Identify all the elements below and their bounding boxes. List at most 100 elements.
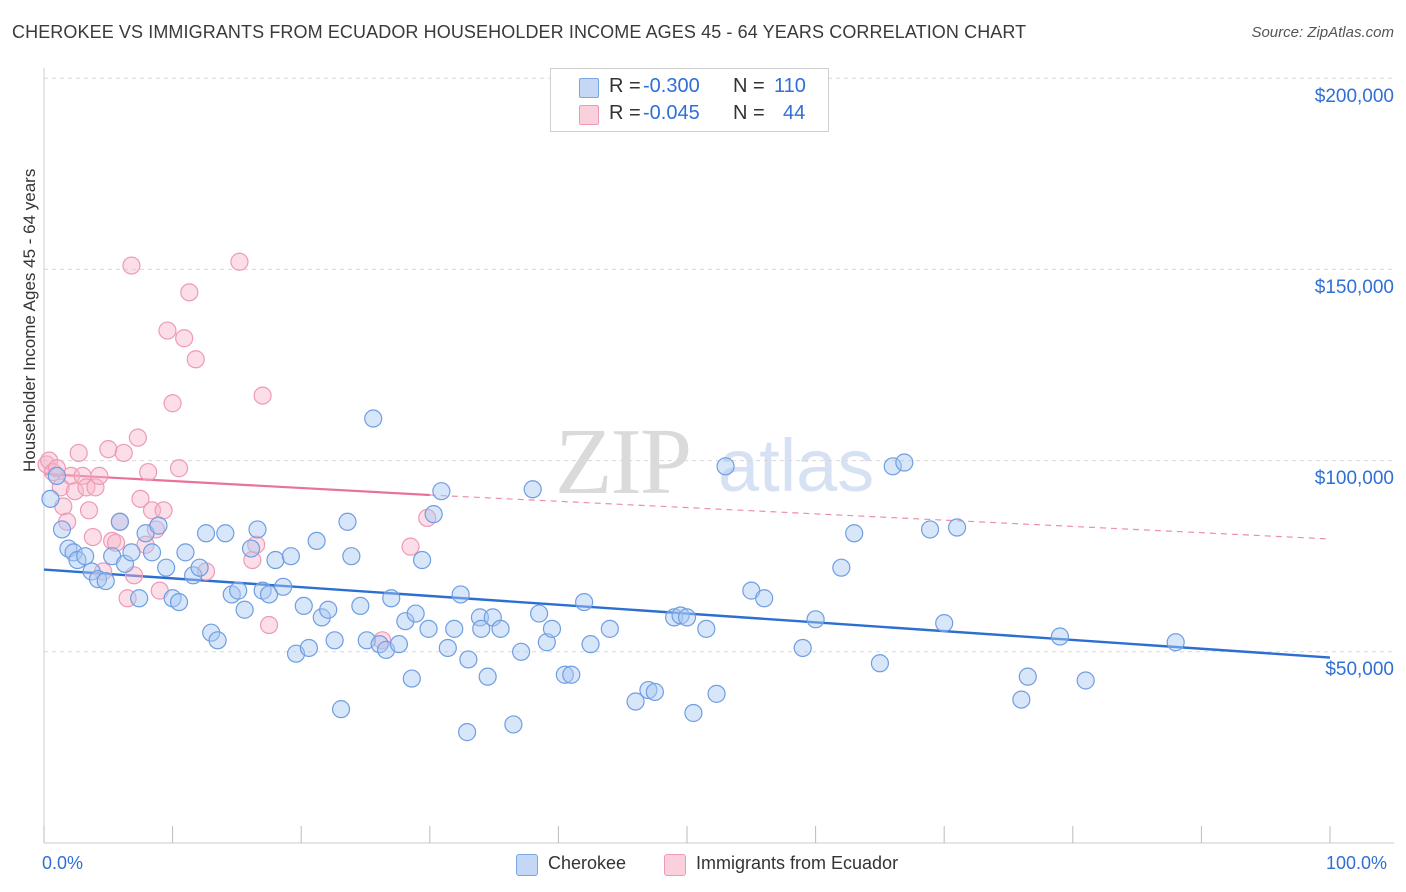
data-point-cherokee — [110, 512, 129, 531]
data-point-cherokee — [274, 577, 293, 596]
data-point-cherokee — [96, 571, 115, 591]
data-point-cherokee — [52, 520, 72, 539]
data-point-ecuador — [139, 462, 158, 482]
data-point-cherokee — [555, 665, 574, 684]
data-point-cherokee — [845, 524, 864, 543]
data-point-cherokee — [259, 585, 279, 604]
y-tick-label: $150,000 — [1314, 277, 1394, 298]
data-point-cherokee — [665, 608, 684, 627]
legend-r-label: R = — [609, 75, 641, 97]
trend-lines — [43, 472, 1331, 659]
data-point-cherokee — [41, 489, 60, 508]
data-point-ecuador — [40, 451, 59, 470]
data-point-cherokee — [755, 589, 774, 608]
data-point-cherokee — [478, 667, 497, 686]
data-point-ecuador — [128, 428, 147, 447]
data-point-ecuador — [259, 615, 279, 635]
data-point-ecuador — [106, 533, 126, 552]
x-tick-label-max: 100.0% — [1326, 853, 1388, 873]
data-point-cherokee — [196, 524, 216, 543]
data-point-cherokee — [1018, 667, 1037, 686]
data-point-cherokee — [216, 524, 235, 543]
chart-title: CHEROKEE VS IMMIGRANTS FROM ECUADOR HOUS… — [12, 22, 1027, 42]
data-point-ecuador — [253, 386, 272, 405]
data-point-cherokee — [248, 520, 267, 539]
data-point-cherokee — [235, 600, 254, 619]
data-point-ecuador — [131, 489, 150, 508]
data-point-cherokee — [472, 619, 491, 638]
data-point-cherokee — [671, 606, 690, 625]
data-point-cherokee — [600, 619, 619, 638]
data-point-cherokee — [895, 453, 914, 472]
data-point-cherokee — [716, 457, 735, 476]
source-label: Source: ZipAtlas.com — [1251, 24, 1394, 41]
y-axis-label: Householder Income Ages 45 - 64 years — [20, 168, 39, 472]
data-point-cherokee — [707, 684, 726, 703]
data-point-ecuador — [230, 252, 249, 271]
data-point-cherokee — [331, 700, 351, 719]
legend-r-value: -0.045 — [643, 102, 700, 124]
legend-n-label: N = — [733, 75, 765, 97]
data-point-ecuador — [401, 537, 420, 556]
data-point-cherokee — [491, 619, 510, 638]
data-point-ecuador — [180, 283, 199, 302]
data-point-ecuador — [186, 350, 205, 369]
data-point-cherokee — [364, 409, 383, 428]
legend-n-label: N = — [733, 102, 765, 124]
data-point-cherokee — [575, 592, 594, 612]
data-point-cherokee — [419, 619, 438, 638]
legend: R = -0.300 N = 110 R = -0.045 N = 44 — [550, 68, 829, 132]
data-point-cherokee — [47, 466, 66, 485]
data-point-cherokee — [402, 669, 421, 688]
legend-row-cherokee: R = -0.300 N = 110 — [551, 74, 828, 100]
legend-row-ecuador: R = -0.045 N = 44 — [551, 101, 828, 127]
data-point-cherokee — [294, 596, 313, 616]
data-point-cherokee — [229, 581, 248, 600]
data-point-cherokee — [438, 638, 457, 658]
data-point-cherokee — [351, 596, 370, 616]
trend-line-cherokee — [43, 568, 1331, 659]
data-point-cherokee — [562, 665, 581, 684]
data-point-cherokee — [1050, 627, 1070, 646]
data-point-cherokee — [512, 642, 531, 661]
data-point-cherokee — [190, 558, 209, 577]
data-point-cherokee — [793, 638, 812, 658]
data-point-cherokee — [645, 682, 664, 702]
x-tick-label-min: 0.0% — [42, 853, 84, 873]
data-point-cherokee — [389, 635, 409, 654]
data-point-cherokee — [639, 680, 658, 700]
data-point-cherokee — [157, 558, 176, 577]
data-point-cherokee — [523, 480, 542, 499]
data-point-cherokee — [319, 600, 338, 619]
data-point-ecuador — [175, 329, 194, 348]
data-point-cherokee — [542, 619, 562, 638]
bottom-legend-swatch-pink — [664, 854, 686, 876]
data-point-cherokee — [1012, 690, 1031, 709]
data-point-cherokee — [883, 457, 902, 476]
data-point-cherokee — [208, 631, 227, 650]
data-point-cherokee — [424, 505, 443, 524]
data-point-cherokee — [697, 619, 716, 638]
data-point-cherokee — [130, 589, 149, 608]
data-point-cherokee — [537, 633, 556, 652]
data-point-cherokee — [122, 543, 141, 562]
points-cherokee — [41, 409, 1185, 742]
data-point-cherokee — [935, 614, 954, 633]
data-point-cherokee — [870, 654, 890, 673]
data-point-cherokee — [1166, 633, 1185, 652]
watermark-zip: ZIP — [555, 410, 690, 514]
data-point-cherokee — [382, 589, 401, 608]
legend-r-label: R = — [609, 102, 641, 124]
data-point-cherokee — [459, 650, 478, 669]
data-point-cherokee — [451, 585, 470, 604]
data-point-ecuador — [65, 482, 84, 501]
data-point-cherokee — [176, 543, 195, 562]
data-point-cherokee — [1076, 671, 1095, 690]
data-point-ecuador — [114, 443, 133, 463]
data-point-cherokee — [432, 482, 451, 501]
data-point-ecuador — [122, 256, 141, 275]
data-point-ecuador — [90, 466, 109, 485]
data-point-ecuador — [79, 501, 99, 520]
y-tick-label: $200,000 — [1314, 86, 1394, 107]
